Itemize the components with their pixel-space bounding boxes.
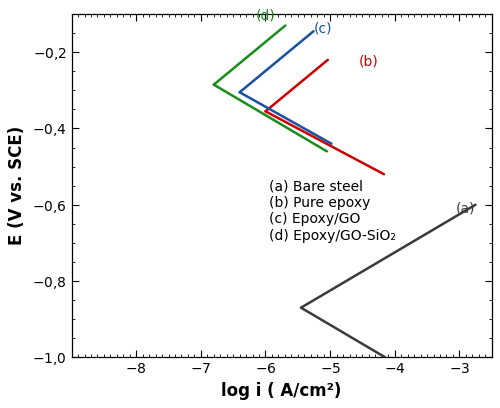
- Text: (d): (d): [256, 9, 276, 23]
- Text: (b): (b): [359, 55, 379, 69]
- Text: (c): (c): [314, 21, 332, 35]
- Y-axis label: E (V vs. SCE): E (V vs. SCE): [8, 126, 26, 245]
- X-axis label: log i ( A/cm²): log i ( A/cm²): [222, 381, 342, 400]
- Text: (a) Bare steel
(b) Pure epoxy
(c) Epoxy/GO
(d) Epoxy/GO-SiO₂: (a) Bare steel (b) Pure epoxy (c) Epoxy/…: [268, 180, 396, 242]
- Text: (a): (a): [456, 202, 475, 215]
